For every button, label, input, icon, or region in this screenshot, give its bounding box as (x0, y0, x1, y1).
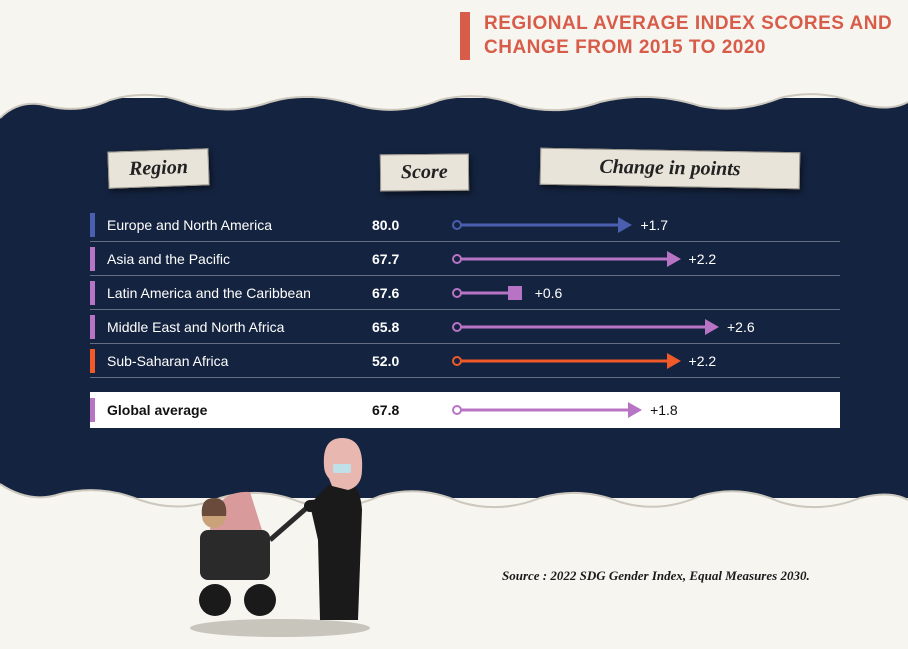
row-accent-bar (90, 349, 95, 373)
region-name: Global average (107, 402, 372, 418)
change-bar: +1.8 (457, 392, 840, 428)
table-row: Latin America and the Caribbean67.6 +0.6 (90, 276, 840, 310)
score-value: 67.8 (372, 402, 457, 418)
chart-title: REGIONAL AVERAGE INDEX SCORES AND CHANGE… (460, 12, 892, 60)
change-value: +2.2 (689, 353, 717, 369)
table-row: Middle East and North Africa65.8 +2.6 (90, 310, 840, 344)
change-bar: +0.6 (457, 276, 840, 309)
data-table: Europe and North America80.0 +1.7 Asia and… (90, 208, 840, 428)
score-value: 52.0 (372, 353, 457, 369)
change-bar: +2.2 (457, 344, 840, 377)
global-average-row: Global average67.8 +1.8 (90, 392, 840, 428)
header-region: Region (107, 148, 209, 188)
table-row: Europe and North America80.0 +1.7 (90, 208, 840, 242)
change-value: +1.8 (650, 402, 678, 418)
title-line-1: REGIONAL AVERAGE INDEX SCORES AND (484, 13, 892, 34)
source-citation: Source : 2022 SDG Gender Index, Equal Me… (502, 568, 810, 584)
region-name: Latin America and the Caribbean (107, 285, 372, 301)
score-value: 65.8 (372, 319, 457, 335)
table-row: Sub-Saharan Africa52.0 +2.2 (90, 344, 840, 378)
score-value: 67.7 (372, 251, 457, 267)
column-headers: Region Score Change in points (90, 148, 840, 194)
row-accent-bar (90, 281, 95, 305)
change-bar: +2.6 (457, 310, 840, 343)
score-value: 80.0 (372, 217, 457, 233)
row-accent-bar (90, 247, 95, 271)
change-value: +1.7 (640, 217, 668, 233)
change-value: +2.6 (727, 319, 755, 335)
row-accent-bar (90, 398, 95, 422)
region-name: Middle East and North Africa (107, 319, 372, 335)
change-value: +2.2 (689, 251, 717, 267)
row-accent-bar (90, 315, 95, 339)
change-value: +0.6 (535, 285, 563, 301)
region-name: Europe and North America (107, 217, 372, 233)
row-accent-bar (90, 213, 95, 237)
header-score: Score (380, 154, 469, 192)
region-name: Sub-Saharan Africa (107, 353, 372, 369)
change-bar: +2.2 (457, 242, 840, 275)
change-bar: +1.7 (457, 208, 840, 241)
title-line-2: CHANGE FROM 2015 TO 2020 (484, 37, 766, 58)
header-change: Change in points (540, 148, 801, 190)
score-value: 67.6 (372, 285, 457, 301)
table-row: Asia and the Pacific67.7 +2.2 (90, 242, 840, 276)
region-name: Asia and the Pacific (107, 251, 372, 267)
